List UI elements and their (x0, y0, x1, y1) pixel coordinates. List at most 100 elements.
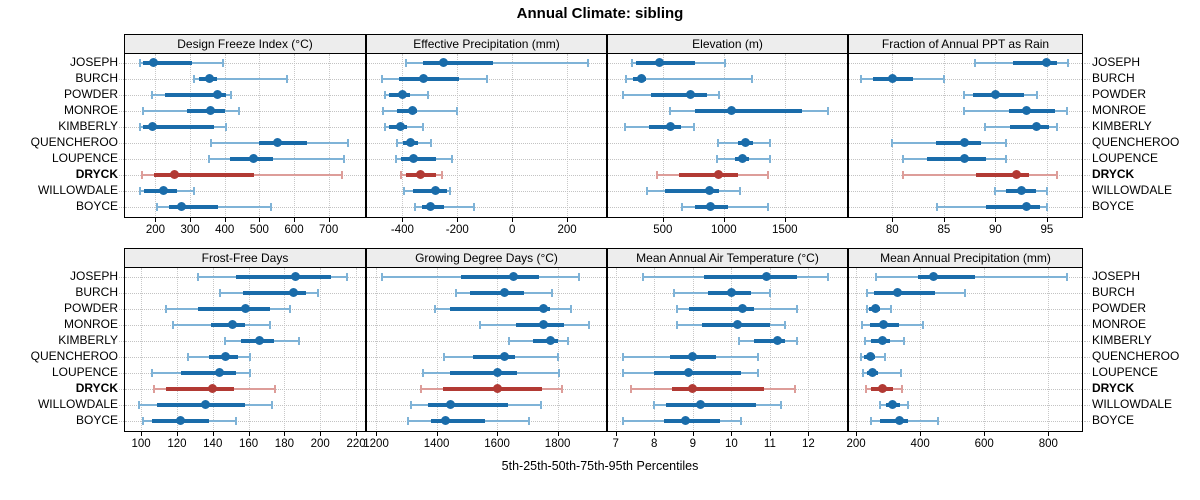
p5-whisker-cap (141, 416, 144, 425)
p95-whisker-cap (577, 272, 580, 281)
median-dot (888, 400, 898, 410)
site-label-willowdale: WILLOWDALE (37, 183, 118, 198)
vertical-gridline (943, 54, 945, 217)
vertical-gridline (808, 268, 810, 431)
row-gridline-stub (119, 110, 124, 112)
p5-whisker-cap (208, 154, 211, 163)
median-dot (879, 320, 889, 330)
p25-p75-range (650, 92, 707, 97)
p95-whisker-cap (768, 154, 771, 163)
row-gridline (125, 420, 365, 422)
p5-whisker-cap (631, 58, 634, 67)
median-dot (220, 352, 230, 362)
row-gridline-stub (1084, 324, 1090, 326)
row-gridline-stub (119, 276, 124, 278)
p5-whisker-cap (381, 272, 384, 281)
p25-p75-range (398, 76, 459, 81)
p5-whisker-cap (403, 186, 406, 195)
median-dot (865, 352, 875, 362)
p5-whisker-cap (672, 288, 675, 297)
site-label-right-boyce: BOYCE (1092, 413, 1135, 428)
p95-whisker-cap (527, 416, 530, 425)
p5-whisker-cap (394, 154, 397, 163)
p25-p75-range (533, 338, 558, 343)
x-tick (769, 432, 771, 436)
p5-whisker-cap (622, 368, 625, 377)
row-gridline-stub (1084, 388, 1090, 390)
p25-p75-range (450, 370, 517, 375)
p25-p75-range (671, 386, 765, 391)
p25-p75-range (986, 204, 1040, 209)
p5-p95-range (383, 109, 458, 112)
p5-whisker-cap (935, 202, 938, 211)
row-gridline-stub (1084, 62, 1090, 64)
p95-whisker-cap (539, 400, 542, 409)
x-tick (808, 432, 810, 436)
p5-p95-range (405, 61, 588, 64)
p5-whisker-cap (870, 416, 873, 425)
p5-whisker-cap (400, 170, 403, 179)
p95-whisker-cap (884, 352, 887, 361)
p25-p75-range (688, 306, 755, 311)
row-gridline (849, 78, 1082, 80)
x-tick (328, 218, 330, 222)
p25-p75-range (396, 108, 417, 113)
p95-whisker-cap (1004, 154, 1007, 163)
median-dot (500, 288, 510, 298)
site-label-loupence: LOUPENCE (51, 365, 118, 380)
vertical-gridline (1046, 54, 1048, 217)
row-gridline (849, 420, 1082, 422)
p5-whisker-cap (382, 106, 385, 115)
p5-p95-range (209, 157, 344, 160)
panel-strip-effective-precipitation-mm: Effective Precipitation (mm) (366, 34, 607, 54)
vertical-gridline (654, 268, 656, 431)
x-tick (224, 218, 226, 222)
p95-whisker-cap (550, 288, 553, 297)
row-gridline-stub (119, 126, 124, 128)
x-tick (402, 218, 404, 222)
site-label-right-kimberly: KIMBERLY (1092, 333, 1152, 348)
p25-p75-range (975, 172, 1030, 177)
site-label-right-loupence: LOUPENCE (1092, 365, 1159, 380)
p25-p75-range (169, 204, 218, 209)
vertical-gridline (723, 54, 725, 217)
x-tick-label: 200 (846, 438, 866, 450)
median-dot (227, 320, 237, 330)
p95-whisker-cap (286, 74, 289, 83)
p95-whisker-cap (907, 400, 910, 409)
x-tick (662, 218, 664, 222)
vertical-gridline (141, 268, 143, 431)
x-tick (557, 432, 559, 436)
p95-whisker-cap (440, 170, 443, 179)
p5-whisker-cap (715, 154, 718, 163)
x-tick-label: 180 (274, 438, 294, 450)
site-label-right-monroe: MONROE (1092, 317, 1146, 332)
p95-whisker-cap (1045, 202, 1048, 211)
p95-whisker-cap (739, 416, 742, 425)
p95-whisker-cap (922, 320, 925, 329)
median-dot (870, 304, 880, 314)
median-dot (204, 74, 214, 84)
site-label-right-willowdale: WILLOWDALE (1092, 397, 1173, 412)
p5-whisker-cap (142, 106, 145, 115)
median-dot (895, 416, 905, 426)
p25-p75-range (663, 418, 720, 423)
p95-whisker-cap (288, 304, 291, 313)
p25-p75-range (401, 156, 437, 161)
row-gridline (849, 190, 1082, 192)
p95-whisker-cap (274, 384, 277, 393)
site-label-quencheroo: QUENCHEROO (30, 135, 118, 150)
x-tick (376, 432, 378, 436)
p95-whisker-cap (795, 336, 798, 345)
row-gridline (849, 126, 1082, 128)
x-tick-label: 140 (203, 438, 223, 450)
p95-whisker-cap (586, 58, 589, 67)
median-dot (408, 154, 418, 164)
site-label-dryck: DRYCK (75, 381, 118, 396)
p95-whisker-cap (1065, 272, 1068, 281)
x-tick (984, 432, 986, 436)
median-dot (1021, 106, 1031, 116)
vertical-gridline (457, 54, 459, 217)
p25-p75-range (679, 172, 738, 177)
